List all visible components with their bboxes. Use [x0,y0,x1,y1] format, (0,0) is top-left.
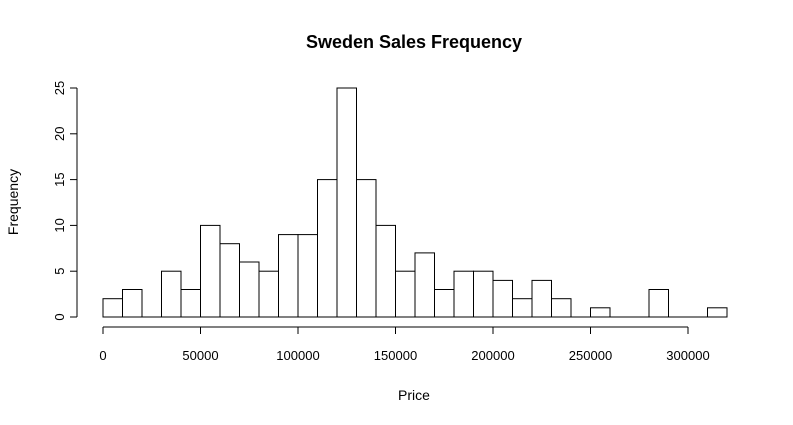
histogram-bar [551,298,572,318]
histogram-bar [161,270,182,318]
x-tick-label: 50000 [182,348,218,363]
histogram-bar [200,224,221,318]
x-axis: 0 50000 100000 150000 200000 250000 300000 [99,326,710,363]
y-tick-label: 0 [52,313,67,320]
x-tick-label: 150000 [374,348,417,363]
histogram-bar [395,270,416,318]
x-tick-label: 200000 [471,348,514,363]
histogram-bar [317,179,338,318]
x-tick-label: 250000 [569,348,612,363]
y-tick-label: 20 [52,127,67,141]
histogram-bar [512,298,533,318]
histogram-bar [356,179,377,318]
histogram-bar [239,261,260,318]
histogram-bar [278,234,299,318]
histogram-bar [707,307,728,318]
histogram-bar [258,270,279,318]
histogram-bar [414,252,435,318]
histogram-bar [180,289,201,318]
histogram-bar [531,279,552,318]
x-axis-label: Price [398,387,430,403]
histogram-bar [297,234,318,318]
histogram-bar [219,243,240,318]
histogram-bar [102,298,123,318]
y-tick-label: 15 [52,172,67,186]
histogram-bar [473,270,494,318]
histogram-bar [122,289,143,318]
y-tick-label: 25 [52,81,67,95]
histogram-bar [590,307,611,318]
histogram-bar [434,289,455,318]
y-axis: 0 5 10 15 20 25 [52,81,78,321]
histogram-bar [375,224,396,318]
histogram-bar [492,279,513,318]
y-tick-label: 10 [52,218,67,232]
y-axis-label: Frequency [5,169,21,235]
chart-title: Sweden Sales Frequency [306,32,522,52]
histogram-bar [648,289,669,318]
x-tick-label: 100000 [276,348,319,363]
x-tick-label: 300000 [666,348,709,363]
y-tick-label: 5 [52,268,67,275]
bars-group [102,87,728,318]
x-tick-label: 0 [99,348,106,363]
histogram-bar [336,87,357,318]
histogram-bar [453,270,474,318]
